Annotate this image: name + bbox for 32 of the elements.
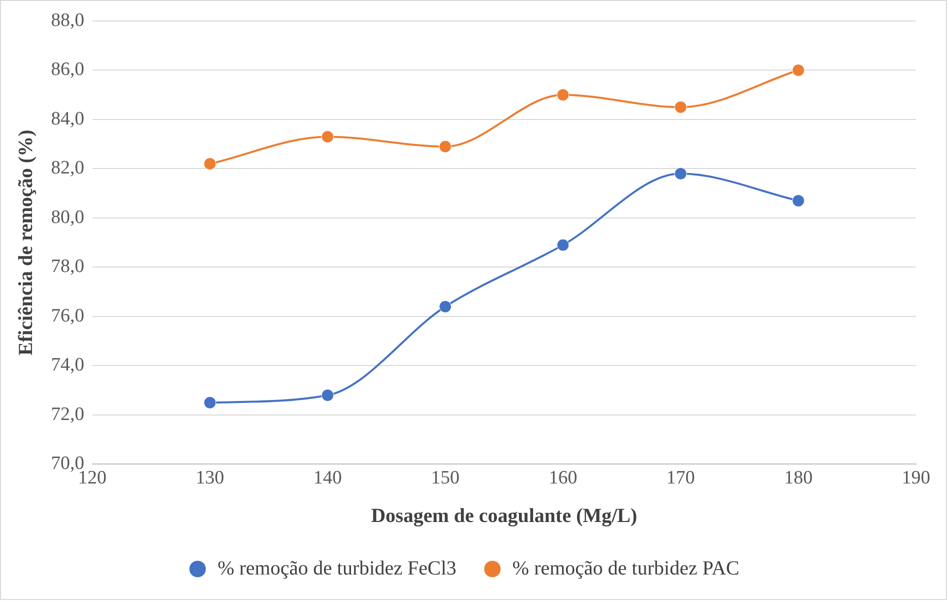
- y-tick-label: 88,0: [51, 10, 84, 31]
- y-axis-title: Eficiência de remoção (%): [15, 130, 38, 356]
- point: [321, 130, 334, 143]
- y-tick-label: 76,0: [51, 305, 84, 326]
- x-tick-label: 180: [784, 468, 813, 489]
- point: [321, 389, 334, 402]
- x-tick-label: 140: [313, 468, 342, 489]
- y-tick-label: 84,0: [51, 108, 84, 130]
- point: [439, 300, 452, 313]
- point: [674, 100, 687, 114]
- x-tick-label: 130: [196, 468, 224, 489]
- x-axis-title: Dosagem de coagulante (Mg/L): [371, 505, 638, 528]
- x-tick-label: 160: [548, 468, 578, 489]
- y-tick-label: 78,0: [51, 256, 84, 278]
- point: [204, 158, 216, 170]
- y-tick-label: 82,0: [51, 158, 84, 179]
- y-tick-label: 72,0: [51, 404, 84, 425]
- x-tick-label: 190: [902, 468, 930, 489]
- point: [792, 194, 805, 207]
- y-tick-label: 74,0: [51, 354, 84, 376]
- point: [439, 140, 452, 153]
- legend-label: % remoção de turbidez FeCl3: [218, 557, 456, 580]
- x-tick-label: 150: [431, 468, 460, 489]
- legend-label: % remoção de turbidez PAC: [512, 557, 740, 580]
- point: [556, 88, 570, 102]
- y-tick-label: 86,0: [51, 59, 84, 80]
- point: [556, 238, 570, 252]
- y-tick-label: 80,0: [51, 206, 84, 228]
- point: [204, 396, 216, 409]
- point: [792, 64, 805, 76]
- point: [674, 167, 687, 180]
- x-tick-label: 170: [666, 468, 695, 489]
